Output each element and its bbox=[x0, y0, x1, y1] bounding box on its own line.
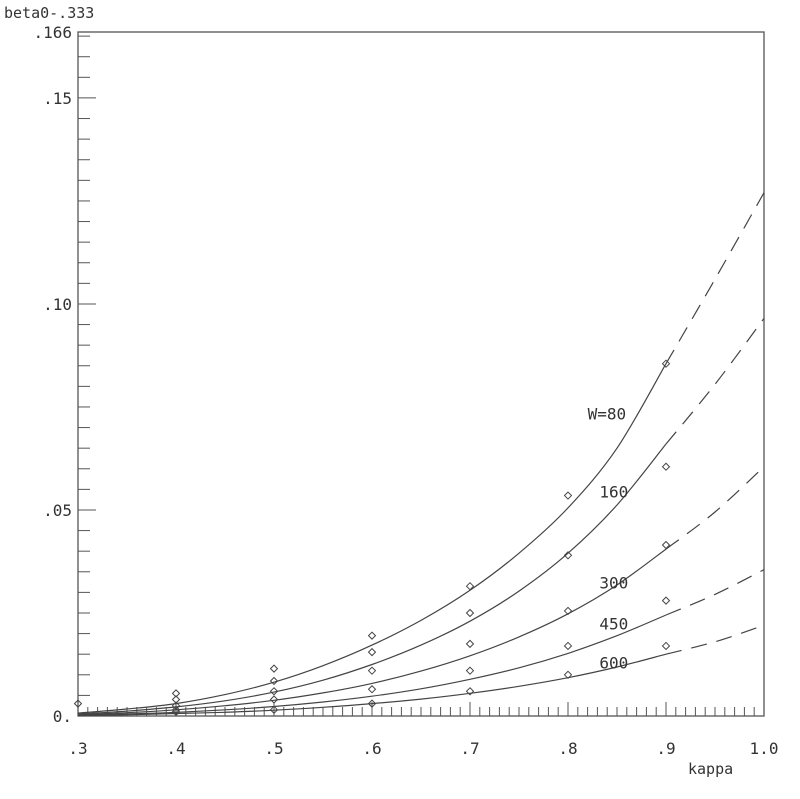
series-label: 600 bbox=[599, 654, 628, 673]
data-point-marker bbox=[269, 687, 279, 696]
x-axis-label: kappa bbox=[688, 760, 733, 778]
series-label: 300 bbox=[599, 573, 628, 592]
data-point-marker bbox=[269, 664, 279, 673]
x-tick-label: 1.0 bbox=[750, 739, 779, 758]
data-point-marker bbox=[269, 695, 279, 704]
x-tick-label: .9 bbox=[656, 739, 675, 758]
y-tick-label: .166 bbox=[33, 23, 72, 42]
data-point-marker bbox=[563, 551, 573, 560]
series-labels: W=80 160 300 450 600 bbox=[588, 404, 629, 672]
series-line bbox=[77, 614, 667, 716]
data-point-marker bbox=[563, 606, 573, 616]
data-markers bbox=[73, 359, 671, 717]
data-point-marker bbox=[367, 647, 377, 657]
data-point-marker bbox=[465, 581, 475, 591]
data-point-marker bbox=[563, 670, 573, 680]
data-point-marker bbox=[661, 462, 671, 471]
data-point-marker bbox=[661, 359, 671, 368]
data-point-marker bbox=[171, 695, 181, 704]
data-point-marker bbox=[465, 687, 475, 696]
x-tick-label: .4 bbox=[166, 739, 185, 758]
y-tick-label: .15 bbox=[43, 89, 72, 108]
data-point-marker bbox=[661, 540, 671, 550]
tick-marks bbox=[77, 35, 765, 717]
y-tick-label: .10 bbox=[43, 295, 72, 314]
x-tick-label: .8 bbox=[558, 739, 577, 758]
data-point-marker bbox=[367, 666, 377, 675]
data-point-marker bbox=[367, 631, 377, 640]
data-point-marker bbox=[661, 596, 671, 605]
series-extrapolation-line bbox=[665, 466, 765, 550]
data-point-marker bbox=[269, 705, 279, 715]
y-axis-label: beta0-.333 bbox=[4, 4, 94, 22]
x-tick-label: .5 bbox=[264, 739, 283, 758]
x-tick-label: .6 bbox=[362, 739, 381, 758]
data-point-marker bbox=[269, 676, 279, 686]
series-label: 160 bbox=[599, 483, 628, 502]
data-point-marker bbox=[171, 701, 181, 710]
data-point-marker bbox=[367, 699, 377, 708]
data-point-marker bbox=[661, 641, 671, 651]
data-point-marker bbox=[367, 685, 377, 694]
data-point-marker bbox=[171, 707, 181, 717]
series-label: 450 bbox=[599, 614, 628, 633]
data-point-marker bbox=[465, 639, 475, 649]
data-point-marker bbox=[73, 699, 83, 708]
series-label: W=80 bbox=[588, 404, 627, 423]
series-extrapolation-line bbox=[665, 318, 765, 445]
x-tick-label: .7 bbox=[460, 739, 479, 758]
series-extrapolation-line bbox=[665, 569, 765, 616]
data-point-marker bbox=[171, 705, 181, 715]
y-tick-label: .05 bbox=[43, 501, 72, 520]
series-extrapolation-line bbox=[665, 624, 765, 655]
tick-labels: .3 .4 .5 .6 .7 .8 .9 1.0 0. .05 .10 .15 .166 bbox=[33, 23, 778, 758]
data-point-marker bbox=[563, 641, 573, 651]
data-point-marker bbox=[171, 689, 181, 698]
data-point-marker bbox=[465, 608, 475, 618]
x-tick-label: .3 bbox=[68, 739, 87, 758]
y-tick-label: 0. bbox=[53, 707, 72, 726]
data-point-marker bbox=[465, 666, 475, 675]
data-point-marker bbox=[563, 491, 573, 500]
